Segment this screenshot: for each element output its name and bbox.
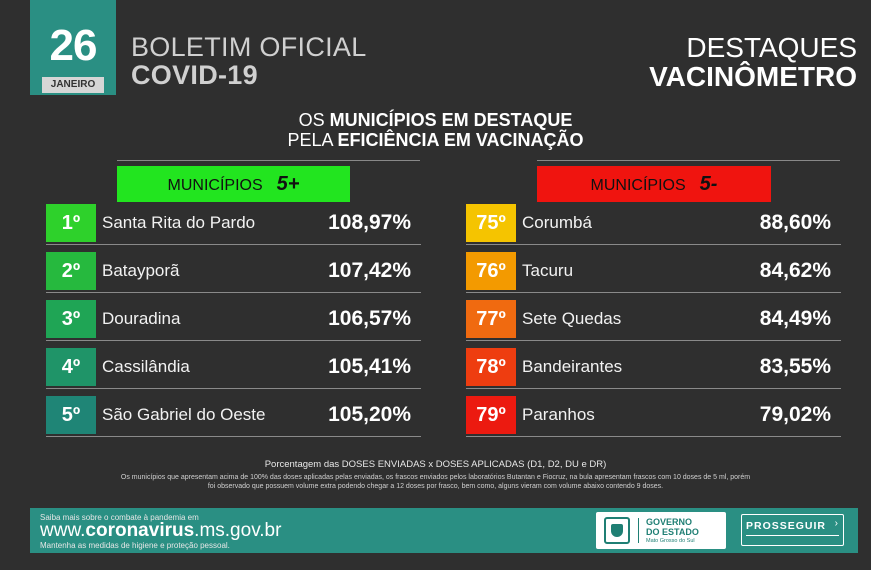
headline-line1-bold: MUNICÍPIOS EM DESTAQUE: [329, 110, 573, 130]
municipality-name: Bandeirantes: [522, 357, 623, 376]
logo-divider: [638, 518, 639, 543]
section-title: DESTAQUES VACINÔMETRO: [649, 33, 857, 91]
date-badge: 26 JANEIRO: [30, 0, 116, 95]
bulletin-title-line1: BOLETIM OFICIAL: [131, 32, 367, 62]
vaccination-percentage: 84,49%: [759, 307, 831, 330]
municipality-name: São Gabriel do Oeste: [102, 405, 266, 424]
bottom-list-rule: [537, 160, 840, 161]
vaccination-percentage: 106,57%: [328, 307, 411, 330]
footer-saiba: Saiba mais sobre o combate à pandemia em: [40, 513, 199, 522]
municipality-row: 75º Corumbá 88,60%: [466, 204, 841, 245]
url-prefix: www.: [40, 520, 86, 541]
municipality-name: Cassilândia: [102, 357, 190, 376]
url-suffix: .ms.gov.br: [194, 520, 282, 541]
section-title-line2: VACINÔMETRO: [649, 61, 857, 92]
url-domain: coronavirus: [85, 520, 195, 541]
vaccination-percentage: 105,20%: [328, 403, 411, 426]
municipality-name: Tacuru: [522, 261, 574, 280]
footer-url-link[interactable]: www.coronavirus.ms.gov.br: [40, 520, 281, 542]
row-divider: [46, 388, 421, 389]
rank-badge: 75º: [466, 204, 516, 242]
page-headline: OS MUNICÍPIOS EM DESTAQUE PELA EFICIÊNCI…: [0, 110, 871, 150]
footer-mantenha: Mantenha as medidas de higiene e proteçã…: [40, 541, 230, 550]
doses-note: Porcentagem das DOSES ENVIADAS x DOSES A…: [264, 459, 607, 470]
row-divider: [466, 388, 841, 389]
municipality-row: 3º Douradina 106,57%: [46, 300, 421, 341]
bottom-list-badge: 5-: [699, 173, 718, 195]
bulletin-title: BOLETIM OFICIAL COVID-19: [131, 33, 367, 89]
government-logo: GOVERNO DO ESTADO Mato Grosso do Sul: [596, 512, 726, 549]
municipality-row: 77º Sete Quedas 84,49%: [466, 300, 841, 341]
bottom-list-label: MUNICÍPIOS 5-: [537, 166, 771, 202]
vaccination-percentage: 83,55%: [759, 355, 831, 378]
municipality-name: Corumbá: [522, 213, 592, 232]
prosseguir-text: PROSSEGUIR: [746, 520, 827, 532]
state-seal-icon: [604, 517, 630, 544]
gov-line1: GOVERNO: [646, 517, 693, 527]
municipality-row: 1º Santa Rita do Pardo 108,97%: [46, 204, 421, 245]
footer-bar: Saiba mais sobre o combate à pandemia em…: [30, 508, 858, 553]
vaccination-percentage: 105,41%: [328, 355, 411, 378]
row-divider: [46, 436, 421, 437]
municipality-row: 76º Tacuru 84,62%: [466, 252, 841, 293]
municipality-name: Paranhos: [522, 405, 595, 424]
gov-line3: Mato Grosso do Sul: [646, 538, 695, 544]
municipality-row: 2º Batayporã 107,42%: [46, 252, 421, 293]
vaccination-percentage: 108,97%: [328, 211, 411, 234]
rank-badge: 79º: [466, 396, 516, 434]
rank-badge: 4º: [46, 348, 96, 386]
date-day: 26: [49, 21, 98, 70]
prosseguir-arrow-icon: ›: [834, 518, 838, 529]
rank-badge: 5º: [46, 396, 96, 434]
rank-badge: 2º: [46, 252, 96, 290]
row-divider: [46, 244, 421, 245]
vaccination-percentage: 84,62%: [759, 259, 831, 282]
headline-line2-pre: PELA: [287, 130, 338, 150]
municipality-row: 4º Cassilândia 105,41%: [46, 348, 421, 389]
rank-badge: 1º: [46, 204, 96, 242]
rank-badge: 78º: [466, 348, 516, 386]
row-divider: [466, 436, 841, 437]
row-divider: [46, 340, 421, 341]
municipality-row: 5º São Gabriel do Oeste 105,20%: [46, 396, 421, 437]
top-list-badge: 5+: [276, 173, 300, 195]
rank-badge: 76º: [466, 252, 516, 290]
bulletin-title-line2: COVID-19: [131, 60, 258, 90]
rank-badge: 3º: [46, 300, 96, 338]
row-divider: [466, 244, 841, 245]
municipality-name: Batayporã: [102, 261, 180, 280]
top-list-label-text: MUNICÍPIOS: [167, 177, 263, 194]
top-list-label: MUNICÍPIOS 5+: [117, 166, 350, 202]
row-divider: [466, 292, 841, 293]
vaccination-percentage: 79,02%: [759, 403, 831, 426]
gov-line2: DO ESTADO: [646, 527, 699, 537]
doses-footnote: Os municípios que apresentam acima de 10…: [120, 474, 751, 490]
municipality-row: 78º Bandeirantes 83,55%: [466, 348, 841, 389]
prosseguir-logo: PROSSEGUIR ›: [741, 514, 844, 546]
municipality-name: Santa Rita do Pardo: [102, 213, 256, 232]
row-divider: [46, 292, 421, 293]
top-list-rule: [117, 160, 420, 161]
municipality-name: Sete Quedas: [522, 309, 622, 328]
date-month: JANEIRO: [42, 77, 104, 93]
rank-badge: 77º: [466, 300, 516, 338]
row-divider: [466, 340, 841, 341]
municipality-row: 79º Paranhos 79,02%: [466, 396, 841, 437]
municipality-name: Douradina: [102, 309, 181, 328]
vaccination-percentage: 107,42%: [328, 259, 411, 282]
bottom-list-label-text: MUNICÍPIOS: [590, 177, 686, 194]
headline-line1-pre: OS: [298, 110, 330, 130]
section-title-line1: DESTAQUES: [686, 32, 857, 63]
vaccination-percentage: 88,60%: [759, 211, 831, 234]
prosseguir-underline: [746, 535, 839, 540]
headline-line2-bold: EFICIÊNCIA EM VACINAÇÃO: [337, 130, 584, 150]
